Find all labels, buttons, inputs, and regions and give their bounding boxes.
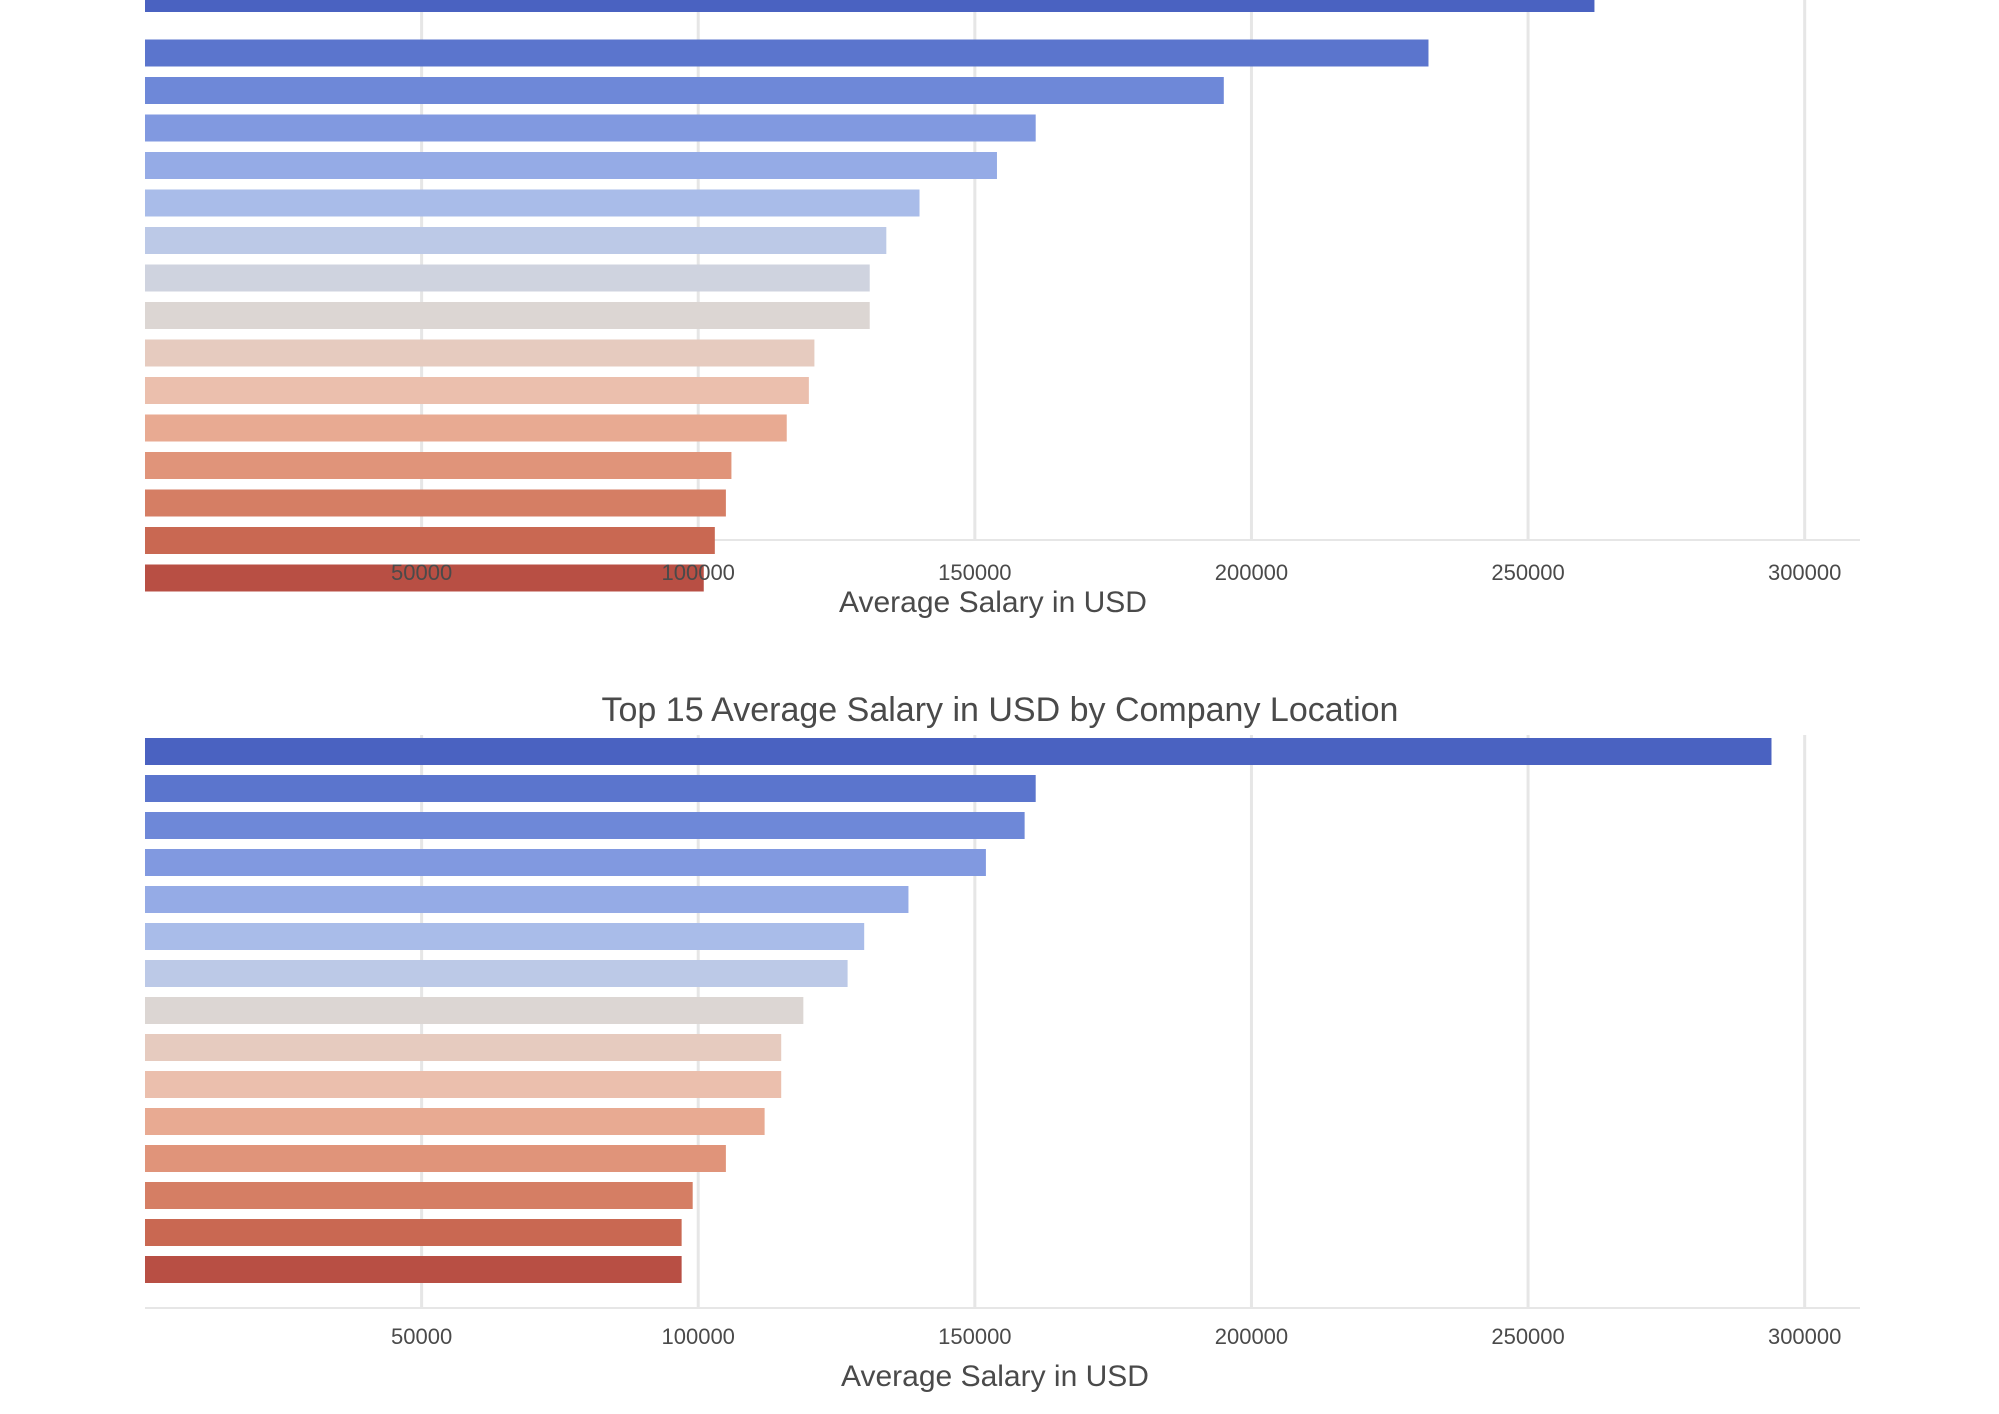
bar <box>145 152 997 179</box>
x-tick-label: 200000 <box>1215 560 1288 585</box>
bar <box>145 0 1595 12</box>
x-tick-label: 50000 <box>391 1324 452 1349</box>
chart-top: 50000 100000 150000 200000 250000 300000 Aver… <box>145 0 1860 619</box>
bar <box>145 1108 765 1135</box>
bar <box>145 812 1025 839</box>
chart-bottom-title: Top 15 Average Salary in USD by Company … <box>602 691 1399 729</box>
bar <box>145 738 1772 765</box>
bar <box>145 849 986 876</box>
bar <box>145 302 870 329</box>
chart-top-xlabel: Average Salary in USD <box>839 586 1147 619</box>
bar <box>145 564 704 592</box>
bar <box>145 775 1036 802</box>
x-tick-label: 200000 <box>1215 1324 1288 1349</box>
bar <box>145 452 732 479</box>
bar <box>145 960 848 987</box>
bar <box>145 39 1429 67</box>
bar <box>145 997 804 1024</box>
bar <box>145 77 1224 104</box>
bar <box>145 377 809 404</box>
chart-top-ticks: 50000 100000 150000 200000 250000 300000 <box>391 560 1841 585</box>
x-tick-label: 150000 <box>938 1324 1011 1349</box>
bar <box>145 489 726 517</box>
chart-bottom: Top 15 Average Salary in USD by Company … <box>145 691 1860 1393</box>
bar <box>145 264 870 292</box>
bar <box>145 227 887 254</box>
bar <box>145 886 909 913</box>
bar <box>145 339 815 367</box>
bar <box>145 1145 726 1172</box>
bar <box>145 114 1036 142</box>
bar <box>145 527 715 554</box>
chart-top-bars <box>145 0 1595 592</box>
x-tick-label: 150000 <box>938 560 1011 585</box>
bar <box>145 1034 782 1061</box>
x-tick-label: 50000 <box>391 560 452 585</box>
bar <box>145 1256 682 1283</box>
chart-bottom-xlabel: Average Salary in USD <box>841 1360 1149 1393</box>
bar <box>145 1182 693 1209</box>
bar <box>145 1219 682 1246</box>
bar <box>145 189 920 217</box>
x-tick-label: 100000 <box>662 560 735 585</box>
x-tick-label: 250000 <box>1491 560 1564 585</box>
chart-bottom-ticks: 50000 100000 150000 200000 250000 300000 <box>391 1324 1841 1349</box>
bar <box>145 1071 782 1098</box>
bar <box>145 414 787 442</box>
x-tick-label: 300000 <box>1768 560 1841 585</box>
chart-bottom-bars <box>145 738 1772 1283</box>
bar <box>145 923 865 950</box>
x-tick-label: 300000 <box>1768 1324 1841 1349</box>
x-tick-label: 250000 <box>1491 1324 1564 1349</box>
x-tick-label: 100000 <box>662 1324 735 1349</box>
